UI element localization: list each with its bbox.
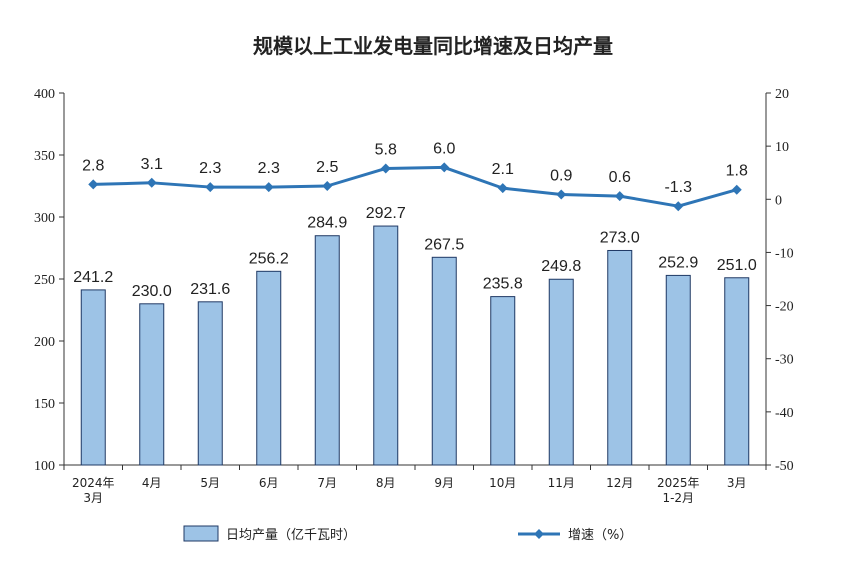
- right-tick-label: -20: [775, 300, 794, 315]
- bar: [724, 277, 750, 466]
- x-tick-label: 3月: [83, 491, 103, 505]
- line-point: [614, 191, 625, 202]
- left-tick-label: 300: [34, 211, 55, 226]
- bar-value-label: 284.9: [307, 215, 347, 232]
- left-tick-label: 250: [34, 273, 55, 288]
- line-value-label: -1.3: [664, 179, 692, 196]
- bar: [197, 301, 223, 466]
- bar-value-label: 235.8: [483, 276, 523, 293]
- legend-bar-swatch: [183, 525, 219, 542]
- growth-line: [93, 165, 738, 208]
- line-value-label: 2.8: [82, 157, 104, 174]
- left-tick-label: 150: [34, 397, 55, 412]
- bar: [80, 289, 106, 466]
- right-tick-label: -10: [775, 246, 794, 261]
- right-tick-label: 20: [775, 87, 789, 102]
- bar: [548, 278, 574, 466]
- x-tick-label: 12月: [606, 476, 633, 490]
- line-point: [322, 181, 333, 191]
- line-point: [497, 183, 508, 194]
- legend-line-label: 增速（%）: [568, 528, 632, 543]
- line-value-label: 6.0: [433, 140, 455, 157]
- bar-value-label: 252.9: [658, 254, 698, 271]
- line-point: [673, 201, 684, 212]
- bar: [607, 249, 633, 466]
- line-point: [731, 184, 742, 195]
- right-tick-label: -50: [775, 459, 794, 474]
- left-tick-label: 350: [34, 149, 55, 164]
- x-tick-label: 4月: [142, 476, 162, 490]
- line-value-label: 2.1: [492, 161, 514, 178]
- x-tick-label: 10月: [489, 476, 516, 490]
- legend-bar-label: 日均产量（亿千瓦时）: [226, 528, 356, 543]
- x-tick-label: 7月: [317, 476, 337, 490]
- bar-value-label: 231.6: [190, 281, 230, 298]
- left-tick-label: 400: [34, 87, 55, 102]
- line-value-label: 1.8: [726, 163, 748, 180]
- left-tick-label: 200: [34, 335, 55, 350]
- line-point: [88, 179, 99, 190]
- bar: [314, 235, 340, 466]
- bar: [373, 225, 399, 466]
- line-point: [380, 163, 391, 174]
- line-point: [146, 177, 157, 188]
- bar: [490, 296, 516, 466]
- bar-value-label: 249.8: [541, 258, 581, 275]
- right-tick-label: 0: [775, 193, 782, 208]
- left-tick-label: 100: [34, 459, 55, 474]
- x-tick-label: 2025年: [657, 476, 700, 490]
- x-tick-label: 6月: [259, 476, 279, 490]
- line-point: [263, 182, 274, 193]
- x-tick-label: 2024年: [72, 476, 115, 490]
- bar-value-label: 256.2: [249, 250, 289, 267]
- bar-value-label: 273.0: [600, 229, 640, 246]
- chart-title: 规模以上工业发电量同比增速及日均产量: [253, 34, 613, 58]
- x-tick-label: 1-2月: [662, 491, 694, 505]
- line-value-label: 0.9: [550, 168, 572, 185]
- line-value-label: 0.6: [609, 169, 631, 186]
- line-value-label: 2.3: [258, 160, 280, 177]
- bar: [256, 270, 282, 466]
- x-tick-label: 5月: [200, 476, 220, 490]
- bar-value-label: 241.2: [73, 269, 113, 286]
- line-value-label: 2.3: [199, 160, 221, 177]
- bar-value-label: 267.5: [424, 236, 464, 253]
- line-value-label: 3.1: [141, 156, 163, 173]
- x-tick-label: 3月: [727, 476, 747, 490]
- line-value-label: 5.8: [375, 141, 397, 158]
- line-value-label: 2.5: [316, 159, 338, 176]
- bar-value-label: 251.0: [717, 257, 757, 274]
- right-tick-label: 10: [775, 140, 789, 155]
- bar: [665, 274, 691, 466]
- right-tick-label: -40: [775, 406, 794, 421]
- bar: [139, 303, 165, 466]
- legend-line-marker: [534, 529, 544, 539]
- bar-value-label: 292.7: [366, 205, 406, 222]
- line-point: [439, 162, 450, 173]
- x-tick-label: 8月: [376, 476, 396, 490]
- line-point: [556, 189, 567, 200]
- bar-value-label: 230.0: [132, 283, 172, 300]
- x-tick-label: 9月: [434, 476, 454, 490]
- x-tick-label: 11月: [548, 476, 575, 490]
- right-tick-label: -30: [775, 353, 794, 368]
- bar: [431, 256, 457, 466]
- line-point: [205, 182, 216, 193]
